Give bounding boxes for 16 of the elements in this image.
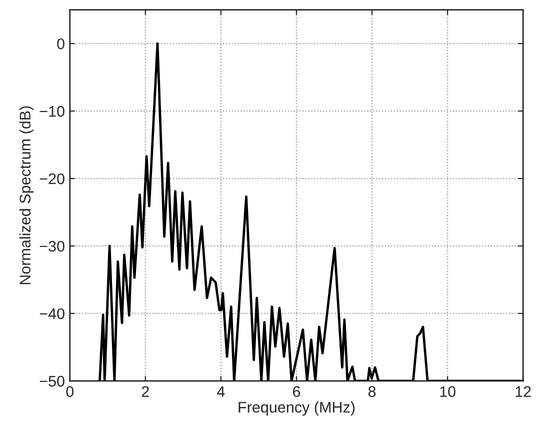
y-tick-label: −50	[40, 376, 64, 387]
x-axis-title: Frequency (MHz)	[238, 401, 355, 416]
x-tick-label: 4	[217, 386, 225, 397]
x-tick-label: 12	[516, 386, 531, 397]
y-tick-label: −40	[40, 308, 64, 320]
x-tick-label: 6	[293, 386, 300, 398]
x-tick-label: 10	[440, 386, 456, 398]
x-tick-label: 8	[368, 386, 376, 398]
y-tick-label: 0	[57, 38, 64, 50]
y-tick-label: −30	[40, 240, 64, 252]
x-tick-label: 0	[66, 386, 74, 398]
x-tick-label: 2	[142, 386, 149, 397]
y-tick-label: −20	[40, 173, 64, 184]
y-tick-label: −10	[40, 106, 64, 117]
y-axis-title: Normalized Spectrum (dB)	[19, 106, 34, 284]
line-series	[98, 42, 524, 381]
